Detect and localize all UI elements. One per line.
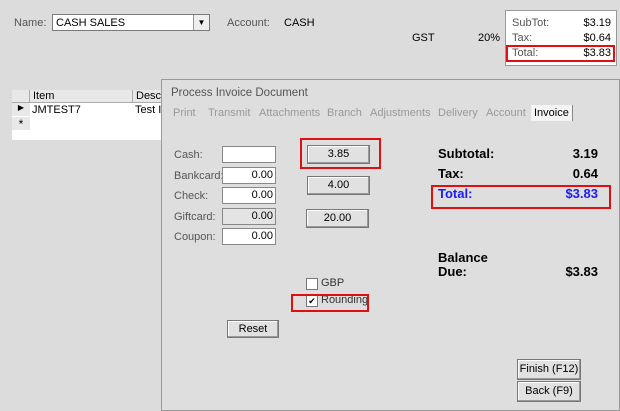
quick-amount-button-2000[interactable]: 20.00 <box>306 209 369 228</box>
account-label: Account: <box>227 17 270 29</box>
tax-name: GST <box>412 32 435 44</box>
subtot-label: SubTot: <box>512 17 550 29</box>
giftcard-label: Giftcard: <box>174 211 216 223</box>
row-header-corner <box>12 90 30 103</box>
name-combobox[interactable]: CASH SALES ▼ <box>52 14 210 31</box>
tab-transmit[interactable]: Transmit <box>208 107 251 119</box>
tax-rate: 20% <box>478 32 501 44</box>
summary-total-label: Total: <box>438 186 473 201</box>
cash-input[interactable] <box>222 146 276 163</box>
bankcard-input[interactable]: 0.00 <box>222 167 276 184</box>
items-grid[interactable]: Item Descri ▶ JMTEST7 Test Ite * <box>12 90 173 140</box>
reset-button[interactable]: Reset <box>227 320 279 338</box>
rounding-label: Rounding <box>321 294 369 306</box>
total-label: Total: <box>512 47 539 59</box>
balance-value: $3.83 <box>565 264 598 279</box>
due-label: Due: <box>438 264 467 279</box>
finish-button[interactable]: Finish (F12) <box>517 359 581 380</box>
quick-amount-button-400[interactable]: 4.00 <box>307 176 370 195</box>
check-input[interactable]: 0.00 <box>222 187 276 204</box>
checkmark-icon: ✔ <box>308 296 316 306</box>
summary-tax-label: Tax: <box>438 166 464 181</box>
subtotal-label: Subtotal: <box>438 146 495 161</box>
tab-delivery[interactable]: Delivery <box>438 107 478 119</box>
tab-account[interactable]: Account <box>486 107 526 119</box>
gbp-checkbox[interactable] <box>306 278 318 290</box>
new-row-icon: * <box>12 117 30 131</box>
tab-adjustments[interactable]: Adjustments <box>370 107 431 119</box>
highlight-box <box>506 45 615 62</box>
quick-amount-button-385[interactable]: 3.85 <box>307 145 370 164</box>
tax-label: Tax: <box>512 32 533 44</box>
coupon-label: Coupon: <box>174 231 216 243</box>
tab-branch[interactable]: Branch <box>327 107 362 119</box>
account-value: CASH <box>284 17 315 29</box>
bankcard-label: Bankcard: <box>174 170 224 182</box>
giftcard-input: 0.00 <box>222 208 276 225</box>
subtot-value: $3.19 <box>583 17 611 29</box>
highlight-box <box>291 294 369 312</box>
tab-invoice[interactable]: Invoice <box>531 105 573 121</box>
balance-label: Balance <box>438 250 488 265</box>
cash-label: Cash: <box>174 149 203 161</box>
tab-attachments[interactable]: Attachments <box>259 107 321 119</box>
chevron-down-icon[interactable]: ▼ <box>193 15 209 30</box>
tab-bar: Print Transmit Attachments Branch Adjust… <box>162 105 620 122</box>
dialog-title: Process Invoice Document <box>171 87 308 99</box>
summary-total-value: $3.83 <box>565 186 598 201</box>
back-button[interactable]: Back (F9) <box>517 381 581 402</box>
highlight-box <box>431 185 611 209</box>
highlight-box <box>300 138 381 169</box>
coupon-input[interactable]: 0.00 <box>222 228 276 245</box>
table-row-item[interactable]: JMTEST7 <box>32 104 81 116</box>
subtotal-value: 3.19 <box>572 146 598 161</box>
name-value: CASH SALES <box>56 17 126 29</box>
total-value: $3.83 <box>583 47 611 59</box>
column-header-item[interactable]: Item <box>30 90 133 103</box>
check-label: Check: <box>174 190 209 202</box>
tab-print[interactable]: Print <box>173 107 196 119</box>
current-row-icon: ▶ <box>12 103 30 116</box>
name-label: Name: <box>14 17 47 29</box>
gbp-label: GBP <box>321 277 345 289</box>
totals-box: SubTot: $3.19 Tax: $0.64 Total: $3.83 <box>505 10 617 66</box>
tax-value: $0.64 <box>583 32 611 44</box>
summary-tax-value: 0.64 <box>572 166 598 181</box>
